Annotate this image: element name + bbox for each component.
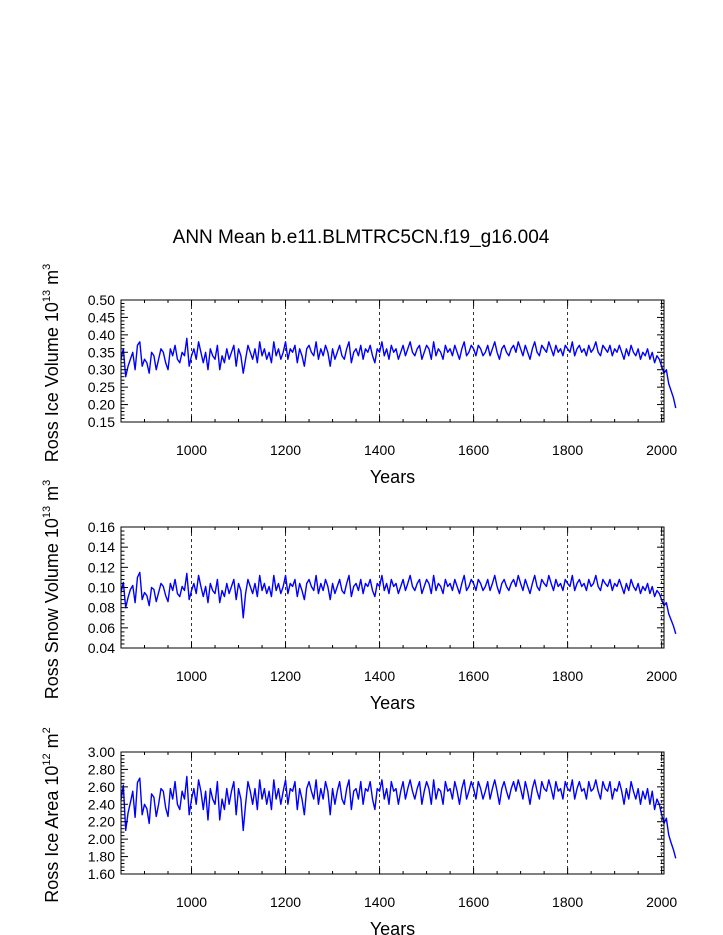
y-tick-label: 2.20 <box>88 814 115 830</box>
y-tick-label: 0.50 <box>88 292 115 308</box>
y-tick-label: 0.10 <box>88 580 115 596</box>
y-tick-label: 3.00 <box>88 744 115 760</box>
main-title: ANN Mean b.e11.BLMTRC5CN.f19_g16.004 <box>173 227 550 248</box>
y-axis-label-unit: m <box>42 486 62 506</box>
x-tick-label: 1400 <box>364 894 395 910</box>
x-tick-label: 1800 <box>552 442 583 458</box>
y-axis-label-text: Ross Ice Area 10 <box>42 766 62 903</box>
plot-frame <box>120 526 665 649</box>
y-tick-label: 0.08 <box>88 600 115 616</box>
y-tick-label: 0.30 <box>88 362 115 378</box>
y-tick-label: 0.15 <box>88 414 115 430</box>
y-tick-label: 2.60 <box>88 779 115 795</box>
y-axis-label-unit: m <box>42 270 62 290</box>
x-axis-label: Years <box>370 693 415 713</box>
x-tick-label: 1200 <box>270 442 301 458</box>
y-axis-label: Ross Snow Volume 1013 m3 <box>41 480 62 699</box>
y-tick-label: 0.20 <box>88 397 115 413</box>
x-tick-label: 1400 <box>364 668 395 684</box>
y-axis-label: Ross Ice Area 1012 m2 <box>41 727 62 902</box>
data-line-ross-ice-volume <box>120 337 677 409</box>
panels: 1000 1200 1400 1600 1800 2000 0.150.20 0.250.30… <box>41 264 677 935</box>
x-tick-label: 1200 <box>270 894 301 910</box>
x-tick-label: 1600 <box>458 668 489 684</box>
y-tick-label: 0.04 <box>88 640 115 656</box>
x-tick-label: 1400 <box>364 442 395 458</box>
y-tick-label: 0.16 <box>88 519 115 535</box>
x-tick-label: 1600 <box>458 894 489 910</box>
panel-ross-snow-volume: 1000 1200 1400 1600 1800 2000 0.04 0.06 0.08 0.10… <box>41 480 677 713</box>
y-tick-label: 2.80 <box>88 761 115 777</box>
x-axis-label: Years <box>370 919 415 935</box>
y-tick-label: 0.40 <box>88 327 115 343</box>
x-tick-label: 1200 <box>270 668 301 684</box>
y-tick-label: 0.25 <box>88 379 115 395</box>
y-tick-label: 1.80 <box>88 849 115 865</box>
y-tick-label: 0.35 <box>88 344 115 360</box>
y-axis-label-unit-exponent: 2 <box>41 727 53 733</box>
y-tick-label: 0.45 <box>88 309 115 325</box>
x-tick-label: 1000 <box>176 442 207 458</box>
y-tick-label: 0.06 <box>88 620 115 636</box>
y-axis-label: Ross Ice Volume 1013 m3 <box>41 264 62 462</box>
y-tick-label: 0.12 <box>88 559 115 575</box>
data-line-ross-ice-area <box>120 775 677 859</box>
y-tick-label: 0.14 <box>88 539 115 555</box>
x-axis-label: Years <box>370 467 415 487</box>
x-tick-label: 1800 <box>552 668 583 684</box>
panel-ross-ice-volume: 1000 1200 1400 1600 1800 2000 0.150.20 0.250.30… <box>41 264 677 487</box>
y-axis-label-unit-exponent: 3 <box>41 480 53 486</box>
y-tick-label: 1.60 <box>88 866 115 882</box>
data-line-ross-snow-volume <box>120 571 677 635</box>
plot-frame <box>120 299 665 423</box>
y-axis-label-unit-exponent: 3 <box>41 264 53 270</box>
x-tick-label: 2000 <box>646 668 677 684</box>
x-tick-label: 1800 <box>552 894 583 910</box>
x-tick-label: 1000 <box>176 668 207 684</box>
y-axis-label-text: Ross Ice Volume 10 <box>42 302 62 462</box>
y-axis-label-exponent: 12 <box>41 753 53 765</box>
x-tick-label: 1600 <box>458 442 489 458</box>
x-tick-label: 2000 <box>646 894 677 910</box>
y-axis-label-exponent: 13 <box>41 506 53 518</box>
y-tick-label: 2.00 <box>88 831 115 847</box>
x-tick-label: 1000 <box>176 894 207 910</box>
y-axis-label-unit: m <box>42 733 62 753</box>
panel-ross-ice-area: 1000 1200 1400 1600 1800 2000 1.601.80 2.002.20… <box>41 727 677 935</box>
y-axis-label-exponent: 13 <box>41 290 53 302</box>
y-axis-label-text: Ross Snow Volume 10 <box>42 518 62 699</box>
y-tick-label: 2.40 <box>88 796 115 812</box>
plot-frame <box>120 751 665 875</box>
x-tick-label: 2000 <box>646 442 677 458</box>
